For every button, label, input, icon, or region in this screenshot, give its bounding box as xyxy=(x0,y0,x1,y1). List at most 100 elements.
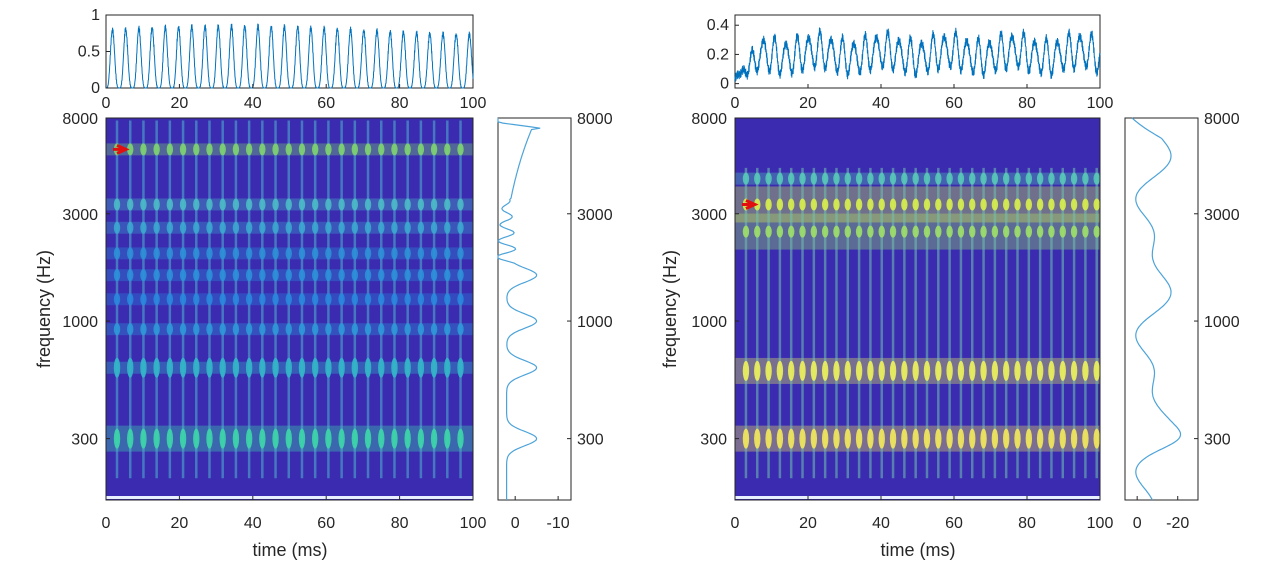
spectrogram-band-pulse xyxy=(788,225,795,238)
spectrogram-band-pulse xyxy=(980,172,987,185)
spectrogram-band-pulse xyxy=(391,269,398,282)
spectrogram-band-pulse xyxy=(867,172,874,185)
spectrogram-band-pulse xyxy=(1070,428,1078,449)
spectrogram-band-pulse xyxy=(153,357,160,378)
spectrogram-band-pulse xyxy=(991,225,999,238)
left-spectrum-line xyxy=(497,118,541,500)
spectrogram-band-pulse xyxy=(855,360,863,381)
spectrogram-band-pulse xyxy=(219,198,226,211)
spectrogram-band-pulse xyxy=(912,225,919,238)
spectrogram-band-pulse xyxy=(298,357,306,378)
spectrogram-band-pulse xyxy=(232,357,240,378)
spectrogram-band-pulse xyxy=(946,172,953,185)
spectrogram-band-pulse xyxy=(821,172,829,185)
spectrogram-band-pulse xyxy=(1002,172,1010,185)
spectrogram-band-pulse xyxy=(444,269,451,282)
spectrogram-band-pulse xyxy=(980,198,987,211)
left-waveform-frame xyxy=(105,14,474,89)
spectrogram-band-pulse xyxy=(351,198,359,211)
spectrogram-band-pulse xyxy=(1002,198,1010,211)
spectrogram-band-pulse xyxy=(923,198,931,211)
spectrogram-band-pulse xyxy=(810,428,818,449)
spectrogram-band-pulse xyxy=(404,247,411,260)
spectrogram-band-pulse xyxy=(140,357,147,378)
spectrogram-band-pulse xyxy=(935,360,942,381)
spectrogram-band-pulse xyxy=(799,172,806,185)
right-waveform-frame xyxy=(734,14,1101,89)
spectrogram-band-pulse xyxy=(1070,360,1078,381)
spectrogram-band-pulse xyxy=(788,428,795,449)
spectrogram-band-pulse xyxy=(391,247,398,260)
spectrogram-band-pulse xyxy=(127,143,134,156)
spectrogram-ytick-label: 300 xyxy=(700,432,727,449)
spectrogram-band-pulse xyxy=(391,323,398,336)
spectrogram-band-pulse xyxy=(298,247,306,260)
spectrogram-band-pulse xyxy=(272,143,279,156)
spectrogram-band-pulse xyxy=(912,172,919,185)
spectrogram-band-pulse xyxy=(338,357,345,378)
left-marker-arrow xyxy=(113,144,130,155)
spectrogram-band-pulse xyxy=(457,143,464,156)
spectrogram-band-pulse xyxy=(153,269,160,282)
spectrogram-band-pulse xyxy=(351,323,359,336)
spectrogram-band-pulse xyxy=(259,357,266,378)
spectrogram-band-pulse xyxy=(430,293,438,306)
spectrogram-band-pulse xyxy=(923,360,931,381)
spectrogram-band-pulse xyxy=(417,293,425,306)
spectrogram-band-pulse xyxy=(298,269,306,282)
spectrogram-band-pulse xyxy=(404,269,411,282)
spectrogram-band-pulse xyxy=(338,323,345,336)
spectrogram-band-pulse xyxy=(810,172,818,185)
spectrogram-band-pulse xyxy=(991,172,999,185)
spectrogram-band-pulse xyxy=(166,198,174,211)
spectrogram-band-pulse xyxy=(364,428,372,449)
spectrogram-band-pulse xyxy=(417,247,425,260)
spectrogram-xtick-label: 80 xyxy=(1018,515,1036,532)
spectrogram-band-pulse xyxy=(946,198,953,211)
spectrogram-band-pulse xyxy=(272,247,279,260)
spectrogram-band-pulse xyxy=(457,323,464,336)
spectrogram-band-pulse xyxy=(430,428,438,449)
spectrogram-band-pulse xyxy=(844,198,851,211)
spectrogram-band-pulse xyxy=(272,221,279,234)
spectrogram-band-pulse xyxy=(788,360,795,381)
spectrogram-band-pulse xyxy=(259,428,266,449)
spectrogram-band-pulse xyxy=(219,293,226,306)
spectrogram-band-pulse xyxy=(285,198,292,211)
spectrogram-band-pulse xyxy=(259,269,266,282)
spectrogram-band-pulse xyxy=(391,428,398,449)
spectrogram-band-pulse xyxy=(351,428,359,449)
spectrogram-band-pulse xyxy=(351,269,359,282)
spectrogram-band-pulse xyxy=(391,143,398,156)
right-marker-arrow xyxy=(741,199,759,210)
spectrogram-band-pulse xyxy=(878,225,885,238)
spectrogram-band-pulse xyxy=(417,428,425,449)
spectrogram-band-pulse xyxy=(742,360,750,381)
right-spectrum-line xyxy=(1131,117,1182,501)
spectrogram-band-pulse xyxy=(833,360,840,381)
spectrogram-band-pulse xyxy=(311,143,319,156)
spectrogram-band-pulse xyxy=(338,428,345,449)
spectrogram-band-pulse xyxy=(1093,172,1100,185)
spectrogram-band-pulse xyxy=(298,323,306,336)
spectrogram-band-pulse xyxy=(245,293,253,306)
spectrogram-band-pulse xyxy=(378,221,385,234)
spectrum-xtick-label: 0 xyxy=(1133,515,1142,532)
spectrogram-band-pulse xyxy=(245,323,253,336)
spectrogram-band-pulse xyxy=(957,172,965,185)
spectrogram-band-pulse xyxy=(127,247,134,260)
spectrogram-band-pulse xyxy=(298,221,306,234)
spectrogram-band-pulse xyxy=(378,357,385,378)
spectrogram-band-pulse xyxy=(1093,225,1100,238)
spectrogram-band-pulse xyxy=(1048,428,1055,449)
spectrogram-band-pulse xyxy=(206,293,213,306)
spectrogram-band-pulse xyxy=(969,172,976,185)
spectrogram-band-pulse xyxy=(245,221,253,234)
spectrogram-band-pulse xyxy=(444,323,451,336)
spectrogram-band-pulse xyxy=(245,143,253,156)
spectrogram-band-pulse xyxy=(206,247,213,260)
spectrogram-band-pulse xyxy=(889,428,897,449)
spectrogram-band-pulse xyxy=(1036,428,1044,449)
spectrogram-band-pulse xyxy=(364,357,372,378)
